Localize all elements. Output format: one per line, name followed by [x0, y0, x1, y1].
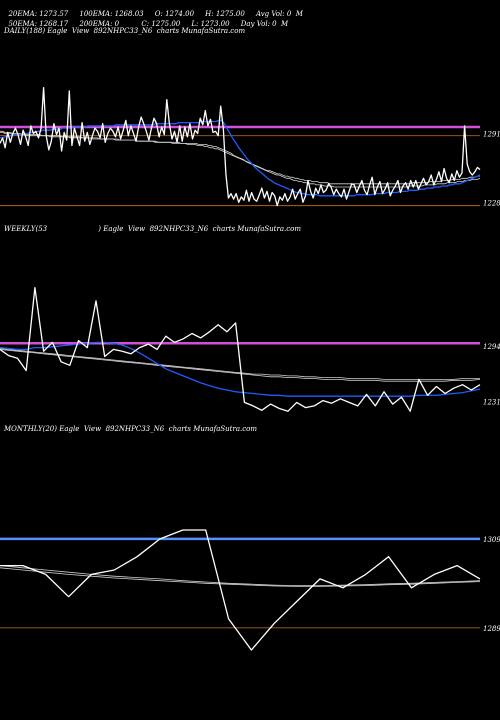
monthly-panel-title: MONTHLY(20) Eagle View 892NHPC33_N6 char…: [4, 425, 257, 433]
close-text: C: 1275.00: [141, 20, 181, 28]
daily-y-tick-label: 1291: [483, 131, 500, 139]
weekly-ema-slow-1-line: [0, 349, 481, 382]
daily-y-tick-label: 1228: [483, 199, 500, 207]
monthly-price-line: [0, 529, 481, 651]
header-row-1: 20EMA: 1273.57 100EMA: 1268.03 O: 1274.0…: [4, 2, 303, 18]
weekly-y-tick-label: 1231: [483, 398, 500, 406]
ema50-text: 50EMA: 1268.17: [8, 20, 69, 28]
monthly-ema-slow-1-line: [0, 565, 481, 586]
ema100-text: 100EMA: 1268.03: [79, 10, 144, 18]
weekly-ema-slow-2-line: [0, 348, 480, 380]
monthly-y-tick-label: 1289: [483, 625, 500, 633]
ema20-text: 20EMA: 1273.57: [8, 10, 69, 18]
monthly-panel: 1309 1289: [0, 529, 500, 651]
open-text: O: 1274.00: [154, 10, 195, 18]
weekly-price-line: [0, 286, 481, 412]
low-text: L: 1273.00: [191, 20, 230, 28]
avg-vol-text: Avg Vol: 0 M: [255, 10, 303, 18]
weekly-panel-title: WEEKLY(53 ) Eagle View 892NHPC33_N6 char…: [4, 225, 302, 233]
monthly-y-tick-label: 1309: [483, 536, 500, 544]
daily-panel-title: DAILY(188) Eagle View 892NHPC33_N6 chart…: [4, 27, 246, 35]
weekly-ema-fast-line: [0, 341, 481, 397]
daily-price-line: [0, 86, 481, 207]
header-row-2: 50EMA: 1268.17 200EMA: 0 C: 1275.00 L: 1…: [4, 12, 288, 28]
daily-panel: 1291 1228: [0, 86, 500, 207]
monthly-ema-slow-2-line: [0, 567, 481, 587]
high-text: H: 1275.00: [205, 10, 245, 18]
ema200-text: 200EMA: 0: [79, 20, 120, 28]
weekly-y-tick-label: 1294: [483, 343, 500, 351]
day-vol-text: Day Vol: 0 M: [240, 20, 289, 28]
weekly-panel: 1294 1231: [0, 286, 500, 412]
